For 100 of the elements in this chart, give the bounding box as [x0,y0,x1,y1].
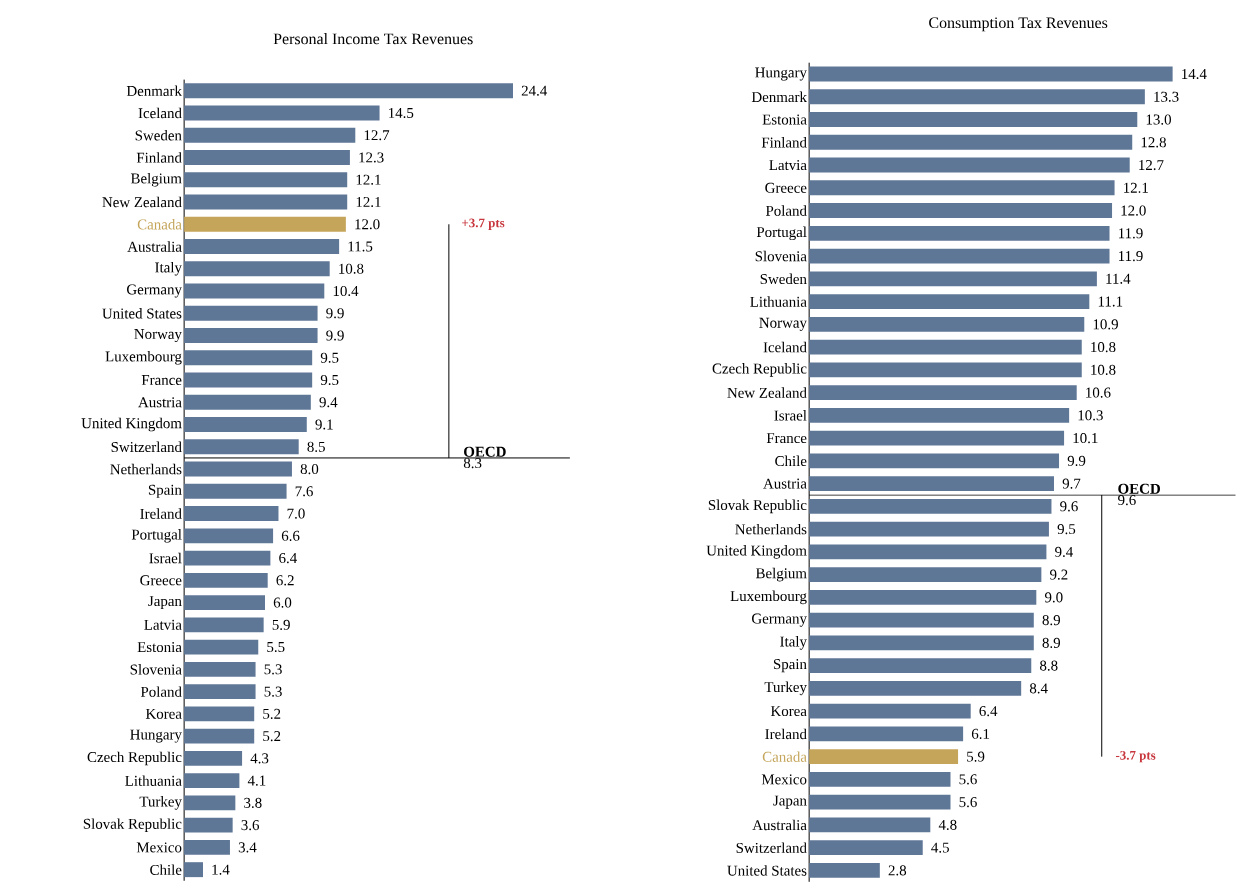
bar [809,544,1047,560]
y-tick-label: Korea [770,706,807,717]
bar [184,817,233,833]
y-tick-label: New Zealand [102,196,182,208]
data-label: 9.4 [1055,546,1073,558]
data-label: 9.0 [1044,592,1063,603]
y-tick-label: Norway [134,329,182,343]
bar [809,89,1145,105]
y-tick-label: Slovenia [130,664,182,675]
y-tick-label: Australia [127,241,182,252]
bar [184,172,348,188]
bar [184,795,236,811]
bar [184,461,292,477]
data-label: 11.5 [348,241,373,252]
y-tick-label: Luxembourg [730,590,807,605]
data-label: 5.6 [959,774,977,785]
y-tick-label: United States [727,865,807,876]
data-label: 10.4 [333,286,359,297]
annotation: 9.6 [1118,495,1136,506]
y-tick-label: Austria [763,478,807,489]
data-label: 12.3 [359,152,384,163]
data-label: 12.1 [1124,182,1148,193]
data-label: 9.5 [320,352,339,363]
bar [809,271,1097,287]
bar [809,590,1037,605]
bar [809,863,880,878]
bar [184,528,274,544]
data-label: 8.4 [1029,683,1048,694]
data-label: 4.1 [247,775,266,786]
y-tick-label: United Kingdom [706,545,807,559]
data-label: 10.1 [1073,433,1098,444]
bar [184,639,259,655]
y-tick-label: Switzerland [111,441,182,453]
y-tick-label: Lithuania [125,775,182,786]
data-label: 5.3 [264,664,282,675]
y-tick-label: Belgium [130,173,182,187]
y-tick-label: Netherlands [735,523,807,535]
bar [809,225,1110,241]
data-label: 12.1 [356,197,381,208]
bar [809,499,1052,514]
data-label: 13.3 [1154,91,1179,102]
y-tick-label: Israel [149,552,182,564]
bar [809,66,1173,82]
y-tick-label: Denmark [751,91,807,103]
bar [809,681,1022,696]
data-label: 5.9 [967,751,985,762]
y-tick-label: Finland [136,152,182,163]
y-tick-label: Greece [765,182,807,193]
y-tick-label: Netherlands [110,463,182,475]
bar [184,773,240,789]
data-label: 5.6 [959,797,977,808]
data-label: 7.0 [287,508,305,519]
bar [184,394,311,410]
bar [809,339,1082,355]
data-label: 9.1 [315,419,333,430]
bar [184,328,318,344]
data-label: 24.4 [521,85,548,96]
y-tick-label: France [141,375,182,386]
bar [184,83,513,99]
data-label: 4.8 [938,819,957,831]
data-label: 5.3 [264,686,282,697]
y-tick-label: Sweden [135,130,182,141]
data-label: 14.4 [1182,69,1207,80]
data-label: 9.7 [1062,478,1081,489]
bar [809,840,923,856]
y-tick-label: Spain [148,484,182,498]
data-label: 9.9 [326,330,344,341]
bar [809,703,971,719]
data-label: 9.5 [320,375,339,386]
y-tick-label: Greece [140,575,182,586]
y-tick-label: Slovak Republic [83,818,182,833]
data-label: 6.4 [279,553,297,564]
bar [184,483,287,499]
y-tick-label: Estonia [137,642,182,653]
y-tick-label: United States [102,308,182,319]
data-label: 6.6 [281,530,300,541]
y-tick-label: Iceland [763,341,807,353]
data-label: 10.8 [339,263,364,274]
y-tick-label: Czech Republic [712,363,807,377]
bar [809,316,1085,332]
bar [809,726,964,742]
y-tick-label: Norway [759,317,807,331]
data-label: 12.0 [1121,205,1146,216]
bar [184,261,330,277]
bar [809,567,1042,583]
bar [809,476,1054,492]
bar [184,550,271,566]
data-label: 9.2 [1050,569,1068,580]
y-tick-label: Italy [155,262,182,276]
bar [809,749,959,765]
data-label: 9.6 [1060,501,1078,512]
bar [809,362,1082,378]
y-tick-label: Poland [140,686,182,697]
y-tick-label: Germany [127,284,182,298]
annotation: OECD [1118,483,1160,494]
y-tick-label: Slovenia [755,250,807,262]
y-tick-label: Belgium [755,567,807,582]
bar [184,728,255,744]
data-label: 8.8 [1039,660,1058,671]
bar [809,294,1090,310]
